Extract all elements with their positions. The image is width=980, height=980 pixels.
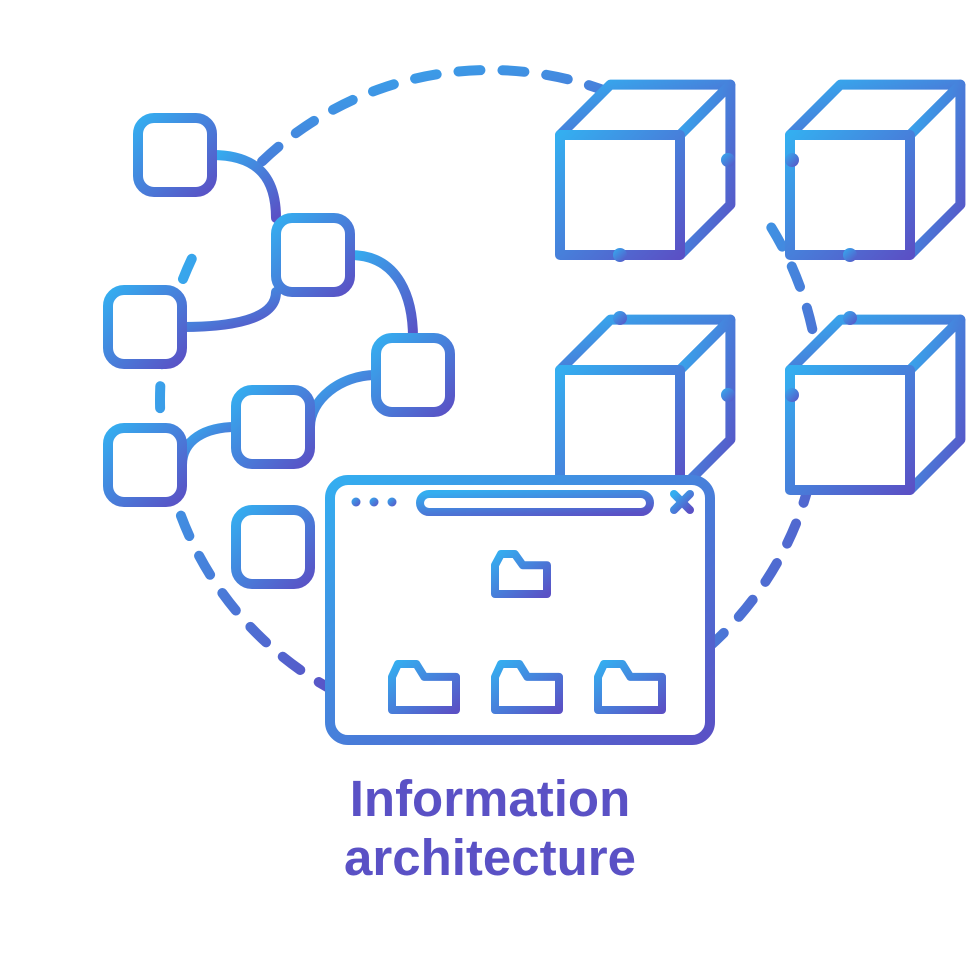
caption-line-2: architecture — [344, 829, 636, 888]
information-architecture-icon — [0, 0, 980, 760]
caption-line-1: Information — [344, 770, 636, 829]
caption: Information architecture — [344, 770, 636, 887]
